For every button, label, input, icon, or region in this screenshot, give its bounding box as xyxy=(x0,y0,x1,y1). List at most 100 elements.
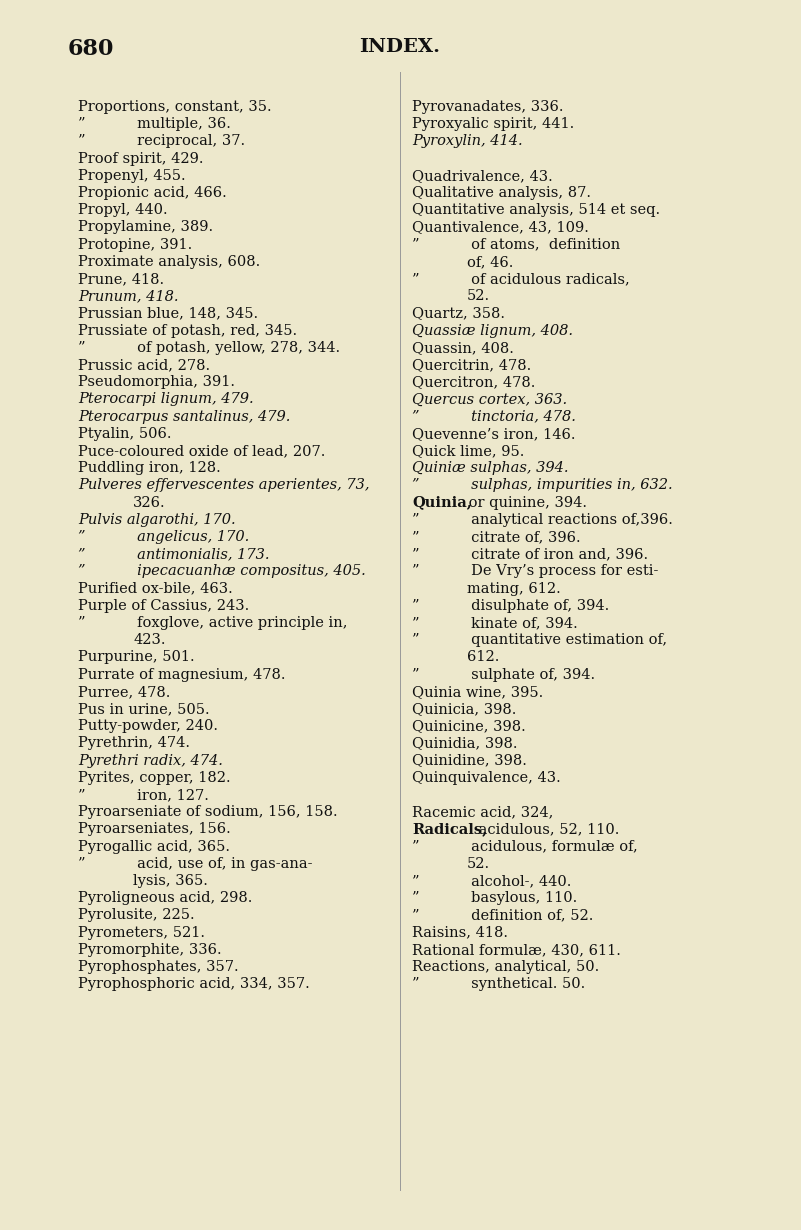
Text: ”       of acidulous radicals,: ” of acidulous radicals, xyxy=(412,272,630,287)
Text: Quinidia, 398.: Quinidia, 398. xyxy=(412,737,517,750)
Text: Puce-coloured oxide of lead, 207.: Puce-coloured oxide of lead, 207. xyxy=(78,444,325,458)
Text: ”       acid, use of, in gas-ana-: ” acid, use of, in gas-ana- xyxy=(78,857,312,871)
Text: Quinia,: Quinia, xyxy=(412,496,472,509)
Text: Prussian blue, 148, 345.: Prussian blue, 148, 345. xyxy=(78,306,258,320)
Text: ”       synthetical. 50.: ” synthetical. 50. xyxy=(412,977,586,991)
Text: ”       angelicus, 170.: ” angelicus, 170. xyxy=(78,530,249,544)
Text: Pyrometers, 521.: Pyrometers, 521. xyxy=(78,926,205,940)
Text: Pyroxylin, 414.: Pyroxylin, 414. xyxy=(412,134,522,149)
Text: Quinquivalence, 43.: Quinquivalence, 43. xyxy=(412,771,561,785)
Text: Quercus cortex, 363.: Quercus cortex, 363. xyxy=(412,392,567,406)
Text: Racemic acid, 324,: Racemic acid, 324, xyxy=(412,806,553,819)
Text: Pseudomorphia, 391.: Pseudomorphia, 391. xyxy=(78,375,235,389)
Text: Quinia wine, 395.: Quinia wine, 395. xyxy=(412,685,543,699)
Text: ”       sulphate of, 394.: ” sulphate of, 394. xyxy=(412,668,595,681)
Text: Propyl, 440.: Propyl, 440. xyxy=(78,203,167,218)
Text: ”       acidulous, formulæ of,: ” acidulous, formulæ of, xyxy=(412,840,638,854)
Text: or quinine, 394.: or quinine, 394. xyxy=(464,496,587,509)
Text: ”       disulphate of, 394.: ” disulphate of, 394. xyxy=(412,599,610,613)
Text: Proof spirit, 429.: Proof spirit, 429. xyxy=(78,151,203,166)
Text: ”       tinctoria, 478.: ” tinctoria, 478. xyxy=(412,410,576,423)
Text: Quevenne’s iron, 146.: Quevenne’s iron, 146. xyxy=(412,427,575,440)
Text: Purree, 478.: Purree, 478. xyxy=(78,685,171,699)
Text: mating, 612.: mating, 612. xyxy=(467,582,561,595)
Text: Purple of Cassius, 243.: Purple of Cassius, 243. xyxy=(78,599,249,613)
Text: of, 46.: of, 46. xyxy=(467,255,513,269)
Text: Propionic acid, 466.: Propionic acid, 466. xyxy=(78,186,227,200)
Text: lysis, 365.: lysis, 365. xyxy=(133,875,208,888)
Text: ”       foxglove, active principle in,: ” foxglove, active principle in, xyxy=(78,616,348,630)
Text: 326.: 326. xyxy=(133,496,166,509)
Text: Quassiæ lignum, 408.: Quassiæ lignum, 408. xyxy=(412,323,573,337)
Text: Purified ox-bile, 463.: Purified ox-bile, 463. xyxy=(78,582,233,595)
Text: ”       multiple, 36.: ” multiple, 36. xyxy=(78,117,231,132)
Text: Pus in urine, 505.: Pus in urine, 505. xyxy=(78,702,210,716)
Text: Pterocarpus santalinus, 479.: Pterocarpus santalinus, 479. xyxy=(78,410,291,423)
Text: Ptyalin, 506.: Ptyalin, 506. xyxy=(78,427,171,440)
Text: 612.: 612. xyxy=(467,651,499,664)
Text: Radicals,: Radicals, xyxy=(412,823,487,836)
Text: ”       analytical reactions of,396.: ” analytical reactions of,396. xyxy=(412,513,673,526)
Text: Reactions, analytical, 50.: Reactions, analytical, 50. xyxy=(412,959,599,974)
Text: Pyrethri radix, 474.: Pyrethri radix, 474. xyxy=(78,754,223,768)
Text: Pyroligneous acid, 298.: Pyroligneous acid, 298. xyxy=(78,892,252,905)
Text: Quantivalence, 43, 109.: Quantivalence, 43, 109. xyxy=(412,220,589,235)
Text: ”       citrate of, 396.: ” citrate of, 396. xyxy=(412,530,581,544)
Text: Rational formulæ, 430, 611.: Rational formulæ, 430, 611. xyxy=(412,943,621,957)
Text: 680: 680 xyxy=(68,38,115,60)
Text: Pyrophosphoric acid, 334, 357.: Pyrophosphoric acid, 334, 357. xyxy=(78,977,310,991)
Text: ”       of atoms,  definition: ” of atoms, definition xyxy=(412,237,620,252)
Text: Purrate of magnesium, 478.: Purrate of magnesium, 478. xyxy=(78,668,285,681)
Text: Proportions, constant, 35.: Proportions, constant, 35. xyxy=(78,100,272,114)
Text: ”       basylous, 110.: ” basylous, 110. xyxy=(412,892,578,905)
Text: ”       De Vry’s process for esti-: ” De Vry’s process for esti- xyxy=(412,565,658,578)
Text: ”       citrate of iron and, 396.: ” citrate of iron and, 396. xyxy=(412,547,648,561)
Text: ”       antimonialis, 173.: ” antimonialis, 173. xyxy=(78,547,269,561)
Text: Quick lime, 95.: Quick lime, 95. xyxy=(412,444,525,458)
Text: Puddling iron, 128.: Puddling iron, 128. xyxy=(78,461,221,475)
Text: ”       iron, 127.: ” iron, 127. xyxy=(78,788,209,802)
Text: Prune, 418.: Prune, 418. xyxy=(78,272,164,287)
Text: Quercitron, 478.: Quercitron, 478. xyxy=(412,375,535,389)
Text: Quantitative analysis, 514 et seq.: Quantitative analysis, 514 et seq. xyxy=(412,203,660,218)
Text: 423.: 423. xyxy=(133,633,166,647)
Text: ”       ipecacuanhæ compositus, 405.: ” ipecacuanhæ compositus, 405. xyxy=(78,565,366,578)
Text: Quiniæ sulphas, 394.: Quiniæ sulphas, 394. xyxy=(412,461,569,475)
Text: Pyroarseniate of sodium, 156, 158.: Pyroarseniate of sodium, 156, 158. xyxy=(78,806,338,819)
Text: Propenyl, 455.: Propenyl, 455. xyxy=(78,169,186,183)
Text: Pyrovanadates, 336.: Pyrovanadates, 336. xyxy=(412,100,563,114)
Text: Pyrolusite, 225.: Pyrolusite, 225. xyxy=(78,909,195,922)
Text: Pulveres effervescentes aperientes, 73,: Pulveres effervescentes aperientes, 73, xyxy=(78,478,369,492)
Text: Proximate analysis, 608.: Proximate analysis, 608. xyxy=(78,255,260,269)
Text: Pyrophosphates, 357.: Pyrophosphates, 357. xyxy=(78,959,239,974)
Text: 52.: 52. xyxy=(467,289,490,304)
Text: Quinicia, 398.: Quinicia, 398. xyxy=(412,702,517,716)
Text: Putty-powder, 240.: Putty-powder, 240. xyxy=(78,720,218,733)
Text: ”       alcohol-, 440.: ” alcohol-, 440. xyxy=(412,875,571,888)
Text: ”       of potash, yellow, 278, 344.: ” of potash, yellow, 278, 344. xyxy=(78,341,340,354)
Text: Pyroxyalic spirit, 441.: Pyroxyalic spirit, 441. xyxy=(412,117,574,132)
Text: Quinidine, 398.: Quinidine, 398. xyxy=(412,754,527,768)
Text: Pterocarpi lignum, 479.: Pterocarpi lignum, 479. xyxy=(78,392,254,406)
Text: Protopine, 391.: Protopine, 391. xyxy=(78,237,192,252)
Text: Pyroarseniates, 156.: Pyroarseniates, 156. xyxy=(78,823,231,836)
Text: Pyromorphite, 336.: Pyromorphite, 336. xyxy=(78,943,222,957)
Text: Pyrethrin, 474.: Pyrethrin, 474. xyxy=(78,737,190,750)
Text: acidulous, 52, 110.: acidulous, 52, 110. xyxy=(474,823,619,836)
Text: Raisins, 418.: Raisins, 418. xyxy=(412,926,508,940)
Text: Prussic acid, 278.: Prussic acid, 278. xyxy=(78,358,210,371)
Text: ”       sulphas, impurities in, 632.: ” sulphas, impurities in, 632. xyxy=(412,478,673,492)
Text: ”       quantitative estimation of,: ” quantitative estimation of, xyxy=(412,633,667,647)
Text: INDEX.: INDEX. xyxy=(360,38,441,57)
Text: 52.: 52. xyxy=(467,857,490,871)
Text: ”       reciprocal, 37.: ” reciprocal, 37. xyxy=(78,134,245,149)
Text: ”       definition of, 52.: ” definition of, 52. xyxy=(412,909,594,922)
Text: Prunum, 418.: Prunum, 418. xyxy=(78,289,179,304)
Text: ”       kinate of, 394.: ” kinate of, 394. xyxy=(412,616,578,630)
Text: Quartz, 358.: Quartz, 358. xyxy=(412,306,505,320)
Text: Propylamine, 389.: Propylamine, 389. xyxy=(78,220,213,235)
Text: Quercitrin, 478.: Quercitrin, 478. xyxy=(412,358,531,371)
Text: Pulvis algarothi, 170.: Pulvis algarothi, 170. xyxy=(78,513,235,526)
Text: Pyrogallic acid, 365.: Pyrogallic acid, 365. xyxy=(78,840,230,854)
Text: Purpurine, 501.: Purpurine, 501. xyxy=(78,651,195,664)
